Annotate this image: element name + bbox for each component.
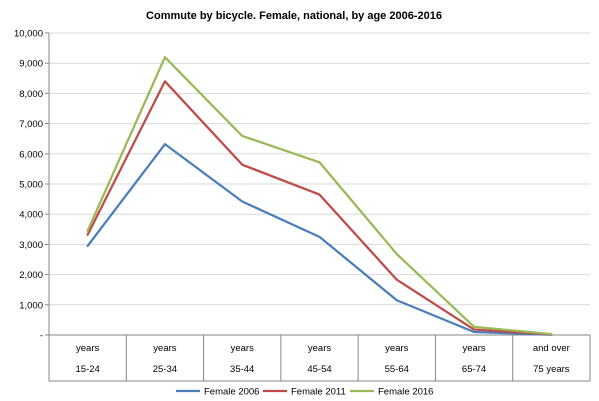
category-label-line1: and over <box>533 343 570 354</box>
category-label-line2: 75 years <box>533 364 570 375</box>
series-lines <box>86 56 553 336</box>
legend-label-2: Female 2016 <box>378 387 433 398</box>
x-axis-table: years 15-24 years 25-34 years 35-44 years 45-54… <box>48 334 591 382</box>
category-label-line2: 15-24 <box>75 364 99 375</box>
series-line-2 <box>86 56 553 336</box>
category-label-line2: 65-74 <box>462 364 486 375</box>
y-tick-label: 3,000 <box>19 240 43 251</box>
category-label-line1: years <box>462 343 485 354</box>
category-label-line2: 45-54 <box>307 364 331 375</box>
y-tick-label: 7,000 <box>19 119 43 130</box>
chart-title: Commute by bicycle. Female, national, by… <box>146 10 442 22</box>
category-label-line1: years <box>153 343 176 354</box>
y-tick-label: 1,000 <box>19 300 43 311</box>
category-label-line2: 35-44 <box>230 364 254 375</box>
legend: Female 2006 Female 2011 Female 2016 <box>176 387 433 398</box>
y-tick-label: 6,000 <box>19 149 43 160</box>
category-label-line2: 55-64 <box>385 364 409 375</box>
category-label-line1: years <box>231 343 254 354</box>
gridlines <box>49 32 590 336</box>
y-tick-label: 9,000 <box>19 59 43 70</box>
category-label-line2: 25-34 <box>153 364 177 375</box>
y-tick-label: 5,000 <box>19 180 43 191</box>
y-tick-label: 8,000 <box>19 89 43 100</box>
y-tick-label: 4,000 <box>19 210 43 221</box>
category-label-line1: years <box>308 343 331 354</box>
legend-label-0: Female 2006 <box>204 387 259 398</box>
series-line-1 <box>86 80 553 336</box>
legend-label-1: Female 2011 <box>291 387 346 398</box>
y-axis: - 1,000 2,000 3,000 4,000 5,000 6,000 7,000 8,00… <box>14 29 50 381</box>
y-tick-label: 10,000 <box>14 29 43 40</box>
category-label-line1: years <box>385 343 408 354</box>
series-line-0 <box>86 143 553 336</box>
category-label-line1: years <box>76 343 99 354</box>
y-tick-label: - <box>40 331 43 342</box>
y-tick-label: 2,000 <box>19 270 43 281</box>
